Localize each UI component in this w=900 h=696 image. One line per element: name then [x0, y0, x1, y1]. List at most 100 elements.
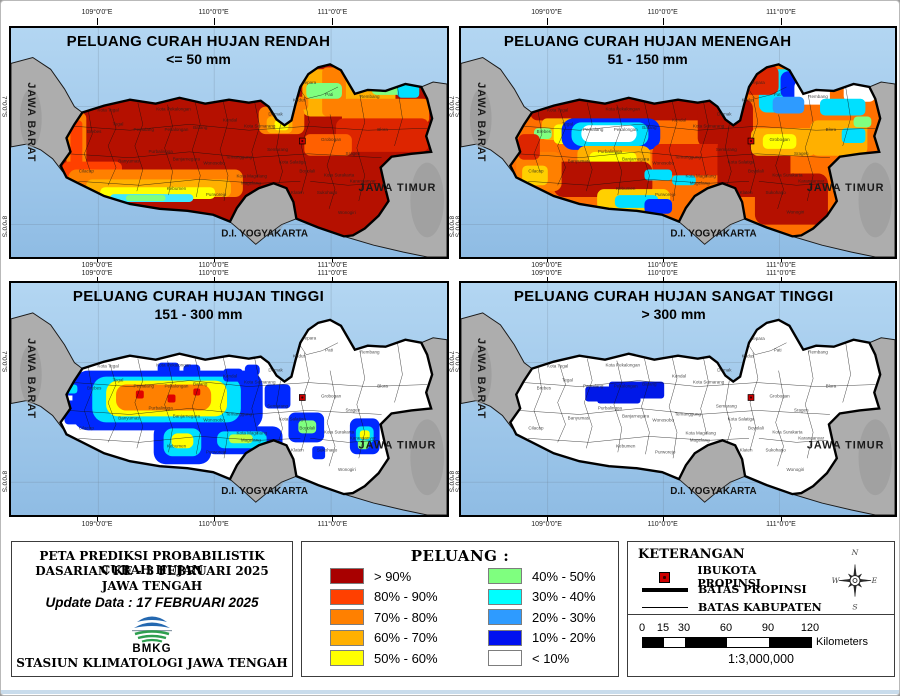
svg-text:Tegal: Tegal [562, 121, 573, 126]
svg-text:Rembang: Rembang [808, 350, 828, 355]
svg-text:Sukoharjo: Sukoharjo [317, 190, 338, 195]
longitude-tick [662, 258, 664, 262]
legend-color-swatch [330, 588, 364, 605]
longitude-label: 111°0'0"E [317, 262, 348, 269]
longitude-tick [97, 18, 98, 25]
svg-text:Kota Surakarta: Kota Surakarta [772, 429, 803, 434]
map-scale-ratio: 1:3,000,000 [727, 652, 795, 666]
longitude-label: 111°0'0"E [766, 270, 796, 277]
svg-text:Wonosobo: Wonosobo [652, 161, 674, 166]
longitude-tick [662, 277, 664, 281]
map-title-text: PELUANG CURAH HUJAN TINGGI [72, 288, 325, 305]
svg-text:Demak: Demak [268, 111, 283, 116]
svg-text:Grobogan: Grobogan [770, 137, 791, 142]
scale-tick: 90 [761, 622, 775, 634]
longitude-label: 110°0'0"E [647, 521, 678, 528]
svg-text:Batang: Batang [642, 125, 657, 130]
svg-text:Kebumen: Kebumen [167, 186, 187, 191]
latitude-label: 7°0'0"S [0, 95, 8, 118]
map-range-text: > 300 mm [641, 306, 706, 322]
svg-text:Sragen: Sragen [346, 151, 361, 156]
svg-text:Boyolali: Boyolali [748, 168, 764, 173]
svg-text:Cilacap: Cilacap [528, 168, 544, 173]
scale-bar-segment [727, 638, 769, 647]
longitude-label: 111°0'0"E [766, 521, 796, 528]
svg-text:Grobogan: Grobogan [321, 393, 342, 398]
svg-text:Kota Semarang: Kota Semarang [244, 123, 276, 128]
svg-text:Klaten: Klaten [740, 447, 753, 452]
scale-bar-segment [643, 638, 664, 647]
svg-text:Pekalongan: Pekalongan [165, 127, 189, 132]
longitude-label: 109°0'0"E [81, 9, 113, 16]
legend-item: > 90% [330, 568, 411, 584]
scale-tick: 0 [638, 622, 646, 634]
keterangan-box: KETERANGAN IBUKOTA PROPINSI BATAS PROPIN… [627, 541, 895, 677]
svg-text:Kota Salatiga: Kota Salatiga [728, 416, 755, 421]
svg-text:Wonogiri: Wonogiri [786, 467, 804, 472]
svg-text:Kota Semarang: Kota Semarang [693, 123, 725, 128]
longitude-label: 111°0'0"E [766, 262, 796, 269]
longitude-label: 111°0'0"E [317, 9, 348, 16]
map-canvas-tinggi: Brebes Tegal Kota Tegal Pemalang Kota Pekalo… [11, 283, 447, 515]
svg-text:N: N [851, 548, 859, 557]
svg-text:Blora: Blora [826, 384, 837, 389]
scale-tick: 120 [800, 622, 820, 634]
keterangan-label: BATAS KABUPATEN [698, 601, 822, 614]
svg-text:Demak: Demak [717, 368, 732, 373]
longitude-label: 110°0'0"E [647, 9, 678, 16]
svg-text:Kota Semarang: Kota Semarang [693, 380, 725, 385]
keterangan-label: BATAS PROPINSI [698, 583, 807, 596]
svg-text:Pati: Pati [774, 92, 782, 97]
svg-text:Pati: Pati [325, 92, 333, 97]
map-range-text: <= 50 mm [166, 51, 231, 67]
bottom-edge-strip [1, 690, 899, 694]
legend-item: 40% - 50% [488, 568, 596, 584]
svg-text:Kendal: Kendal [223, 117, 237, 122]
province-capital-icon [659, 571, 671, 583]
svg-text:Purworejo: Purworejo [655, 449, 676, 454]
svg-text:Banyumas: Banyumas [118, 159, 140, 164]
svg-text:Kota Tegal: Kota Tegal [97, 108, 118, 113]
legend-item: 20% - 30% [488, 609, 596, 625]
svg-text:Temanggung: Temanggung [675, 411, 702, 416]
svg-text:Kota Semarang: Kota Semarang [244, 380, 276, 385]
legend-color-swatch [330, 650, 364, 666]
svg-text:Banjarnegara: Banjarnegara [622, 157, 650, 162]
svg-text:Sragen: Sragen [346, 407, 361, 412]
svg-text:Kota Magelang: Kota Magelang [237, 430, 268, 435]
svg-text:Brebes: Brebes [87, 129, 102, 134]
longitude-label: 111°0'0"E [317, 521, 348, 528]
longitude-label: 110°0'0"E [198, 262, 229, 269]
map-range-text: 151 - 300 mm [154, 306, 243, 322]
bmkg-logo-label: BMKG [132, 643, 172, 655]
svg-text:Purbalingga: Purbalingga [149, 405, 174, 410]
legend-label: 40% - 50% [532, 568, 596, 584]
svg-text:Rembang: Rembang [808, 94, 828, 99]
longitude-label: 109°0'0"E [531, 521, 562, 528]
longitude-tick [332, 517, 334, 521]
longitude-label: 111°0'0"E [766, 9, 796, 16]
svg-text:JAWA TIMUR: JAWA TIMUR [359, 439, 437, 451]
compass-rose-icon: N E S W [832, 548, 878, 611]
map-panel-menengah: Brebes Tegal Kota Tegal Pemalang Kota Pekalo… [459, 26, 897, 259]
legend-label: 50% - 60% [374, 650, 438, 666]
svg-text:Sragen: Sragen [794, 407, 809, 412]
svg-text:JAWA TIMUR: JAWA TIMUR [359, 182, 437, 194]
longitude-tick [213, 18, 215, 25]
map-canvas-menengah: Brebes Tegal Kota Tegal Pemalang Kota Pekalo… [461, 28, 895, 257]
svg-text:Klaten: Klaten [291, 190, 304, 195]
svg-text:Jepara: Jepara [751, 336, 765, 341]
svg-text:Magelang: Magelang [690, 180, 710, 185]
map-info-title-line3: JAWA TENGAH [101, 579, 203, 593]
legend-label: 10% - 20% [532, 630, 596, 645]
svg-text:Kota Surakarta: Kota Surakarta [324, 172, 355, 177]
map-info-box: PETA PREDIKSI PROBABILISTIK CURAH HUJAN … [11, 541, 293, 677]
svg-text:Purbalingga: Purbalingga [598, 405, 623, 410]
svg-text:Sragen: Sragen [794, 151, 809, 156]
map-info-title-line2: DASARIAN KE - 3 FEBRUARI 2025 [35, 564, 269, 578]
svg-text:Klaten: Klaten [291, 447, 304, 452]
svg-text:Kudus: Kudus [742, 354, 756, 359]
longitude-tick [332, 258, 334, 262]
longitude-label: 110°0'0"E [647, 262, 678, 269]
longitude-tick [780, 18, 782, 25]
